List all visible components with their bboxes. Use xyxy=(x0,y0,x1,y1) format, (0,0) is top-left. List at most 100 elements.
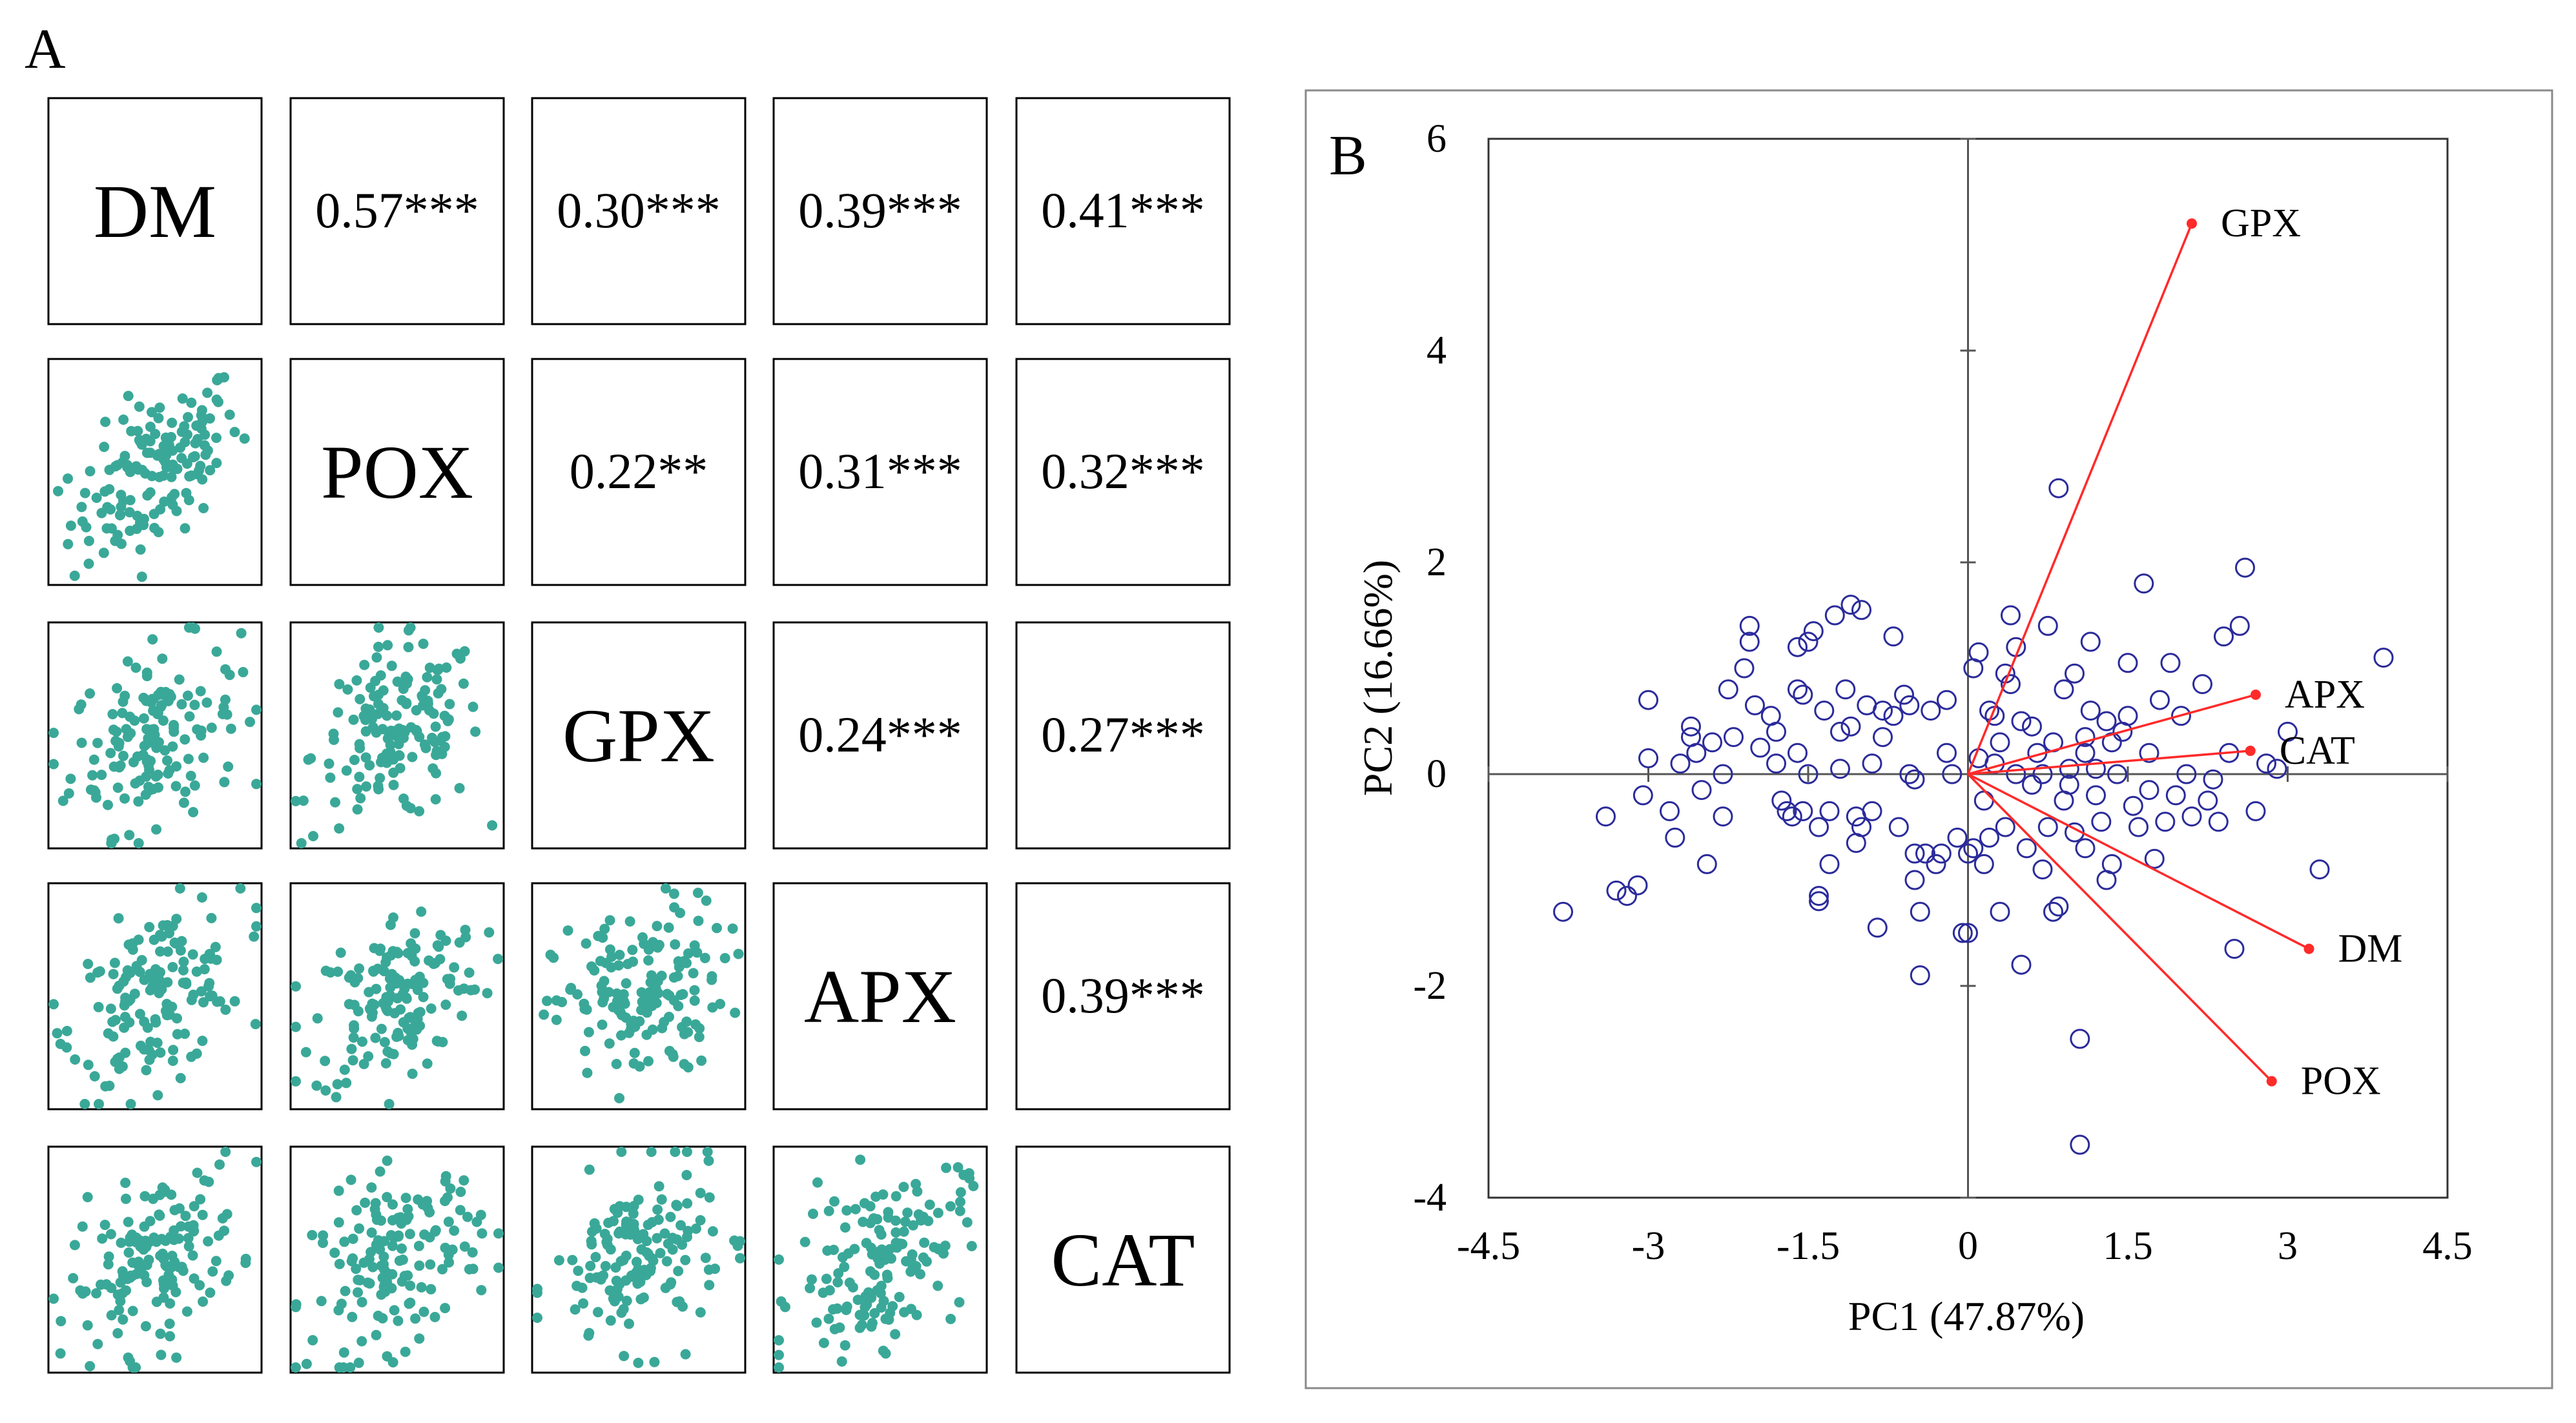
scatter-point xyxy=(689,995,700,1006)
correlation-matrix: DM 0.57*** 0.30*** 0.39*** 0.41*** POX 0.22** 0… xyxy=(47,97,1231,1374)
scatter-point xyxy=(808,1209,818,1219)
scatter-point xyxy=(119,1000,130,1011)
scatter-point xyxy=(164,1318,175,1329)
score-point xyxy=(1824,605,1845,626)
scatter-point xyxy=(291,1021,301,1032)
scatter-point xyxy=(145,1036,156,1047)
matrix-cell-cat-cat: CAT xyxy=(1015,1145,1231,1374)
scatter-point xyxy=(145,985,156,996)
scatter-point xyxy=(636,987,647,998)
scatter-point xyxy=(643,1248,654,1259)
scatter-point xyxy=(165,1298,176,1309)
scatter-point xyxy=(138,713,149,724)
scatter-point xyxy=(354,739,365,750)
score-point xyxy=(2256,753,2276,774)
loading-label-cat: CAT xyxy=(2280,729,2355,773)
scatter-point xyxy=(832,1277,843,1287)
scatter-point xyxy=(386,1230,397,1241)
pca-biplot: -4.5 -3 -1.5 0 1.5 3 4.5 -4 -2 0 2 4 6 GPX APX CAT DM PO… xyxy=(1355,117,2473,1339)
score-point xyxy=(1788,742,1808,763)
scatter-point xyxy=(954,1297,965,1307)
y-tick-label: -4 xyxy=(1413,1176,1447,1220)
scatter-point xyxy=(76,699,87,710)
scatter-point xyxy=(357,1036,367,1047)
score-point xyxy=(2075,727,2096,748)
matrix-cell-dm-gpx: 0.30*** xyxy=(531,97,747,325)
scatter-point xyxy=(196,892,207,903)
scatter-point xyxy=(307,1230,318,1240)
score-point xyxy=(2176,764,2197,784)
scatter-point xyxy=(144,1054,155,1065)
scatter-point xyxy=(704,1192,715,1203)
correlation-value: 0.32*** xyxy=(1041,443,1205,499)
scatter-point xyxy=(458,678,469,689)
scatter-point xyxy=(121,724,132,735)
scatter-point xyxy=(347,1311,358,1322)
score-point xyxy=(1633,785,1653,806)
scatter-point xyxy=(136,571,147,582)
score-point xyxy=(2037,817,2058,837)
scatter-point xyxy=(187,949,198,960)
scatter-point xyxy=(134,1008,145,1019)
cell-border xyxy=(1015,1145,1231,1374)
scatter-point xyxy=(616,1307,627,1318)
loading-tip xyxy=(2266,1076,2277,1087)
scatter-point xyxy=(222,1209,232,1220)
scatter-point xyxy=(167,1274,178,1285)
scatter-point xyxy=(876,1229,887,1240)
score-point xyxy=(2165,785,2186,806)
scatter-point xyxy=(869,1308,880,1318)
scatter-point xyxy=(707,1226,718,1237)
scatter-point xyxy=(358,1059,369,1069)
score-point xyxy=(2198,790,2218,811)
scatter-point xyxy=(188,1220,199,1231)
scatter-point xyxy=(189,699,200,710)
scatter-point xyxy=(670,939,681,950)
scatter-point xyxy=(355,1275,366,1285)
score-point xyxy=(1958,843,1978,864)
scatter-point xyxy=(141,671,152,682)
scatter-points xyxy=(53,372,250,582)
scatter-point xyxy=(584,1273,595,1284)
scatter-point xyxy=(675,908,686,918)
scatter-point xyxy=(433,941,444,952)
scatter-point xyxy=(898,1226,909,1237)
scatter-point xyxy=(670,1147,681,1157)
scatter-point xyxy=(840,1222,850,1233)
scatter-point xyxy=(871,1191,881,1202)
score-point xyxy=(1899,695,1920,715)
scatter-point xyxy=(191,966,202,977)
scatter-point xyxy=(482,988,493,999)
scatter-point xyxy=(891,1215,901,1226)
scatter-point xyxy=(621,1202,632,1213)
matrix-cell-gpx-dm xyxy=(47,621,263,850)
scatter-point xyxy=(371,983,382,994)
scatter-point xyxy=(347,1055,358,1066)
score-point xyxy=(2075,742,2096,763)
score-point xyxy=(2117,653,2138,673)
score-point xyxy=(2267,759,2287,779)
scatter-point xyxy=(818,1338,829,1348)
matrix-cell-pox-apx: 0.31*** xyxy=(772,358,988,586)
scatter-point xyxy=(366,1182,377,1193)
scatter-point xyxy=(118,750,129,761)
scatter-point xyxy=(414,1260,425,1271)
scatter-point xyxy=(570,1304,581,1315)
scatter-point xyxy=(958,1169,969,1180)
scatter-point xyxy=(369,1203,380,1214)
scatter-point xyxy=(694,1032,705,1043)
score-point xyxy=(1867,917,1888,938)
scatter-point xyxy=(899,1307,910,1318)
scatter-point xyxy=(158,454,169,465)
scatter-point xyxy=(311,1080,322,1091)
scatter-point xyxy=(341,1078,352,1089)
scatter-point xyxy=(147,634,158,645)
scatter-point xyxy=(614,1092,624,1103)
scatter-point xyxy=(163,439,174,450)
scatter-point xyxy=(101,1279,112,1290)
scatter-point xyxy=(111,535,122,546)
score-point xyxy=(1904,769,1925,790)
scatter-point xyxy=(668,972,679,983)
scatter-point xyxy=(585,1260,596,1271)
